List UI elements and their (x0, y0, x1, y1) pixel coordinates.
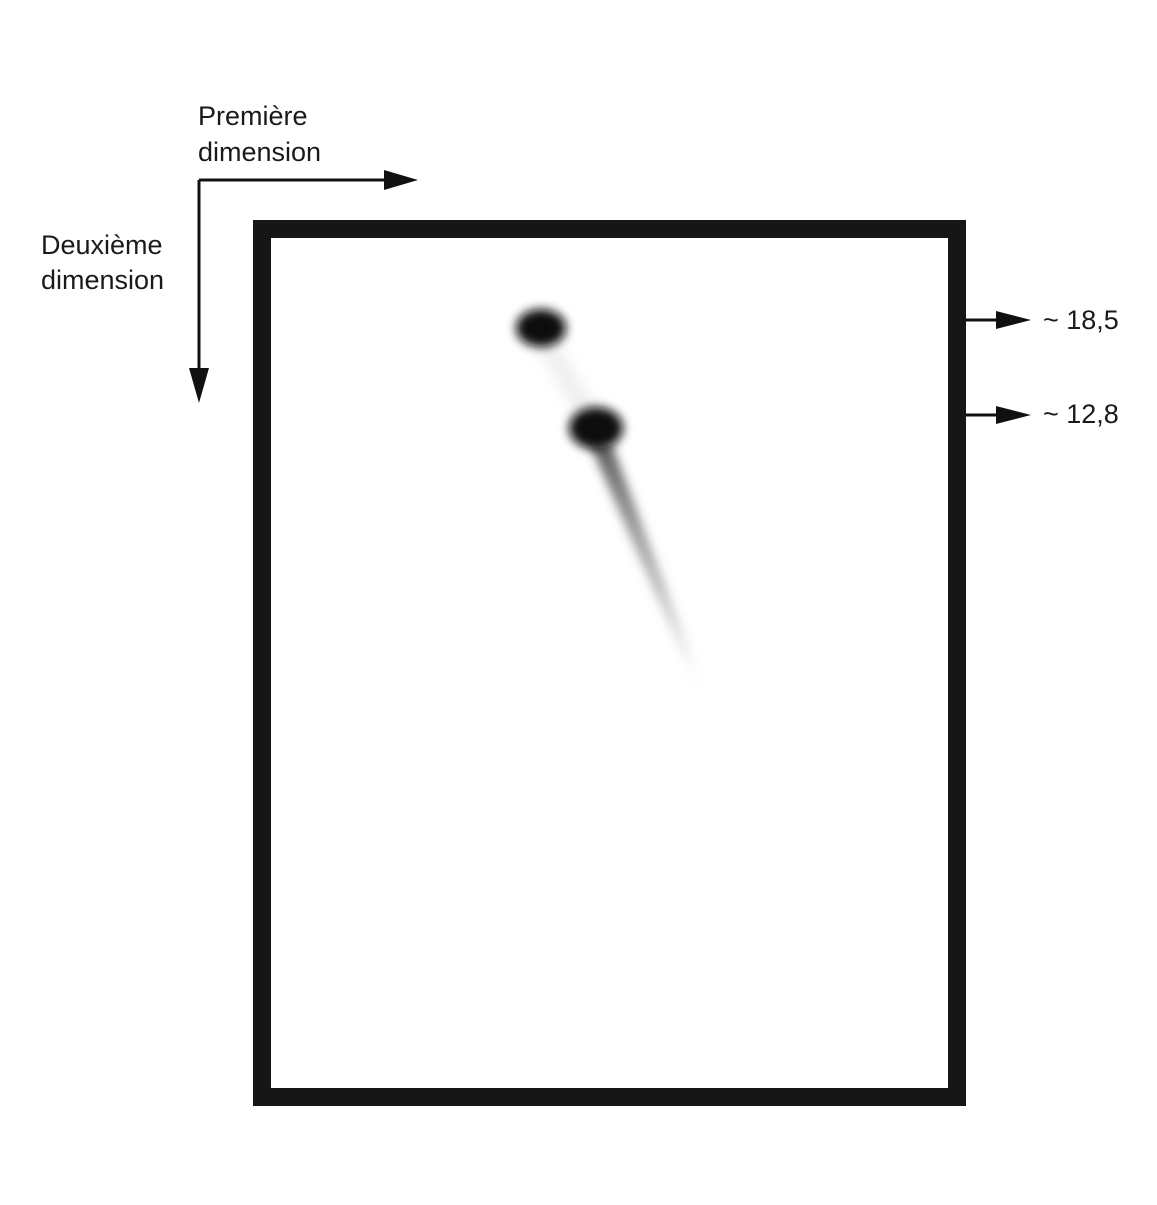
gel-diagram: Première dimension Deuxième dimension ~ … (0, 0, 1157, 1205)
first-dimension-label: dimension (198, 137, 321, 167)
marker-label: ~ 18,5 (1043, 305, 1119, 335)
gel-frame (262, 229, 957, 1097)
marker-label: ~ 12,8 (1043, 399, 1119, 429)
second-dimension-label: dimension (41, 265, 164, 295)
second-dimension-label: Deuxième (41, 230, 163, 260)
first-dimension-label: Première (198, 101, 308, 131)
